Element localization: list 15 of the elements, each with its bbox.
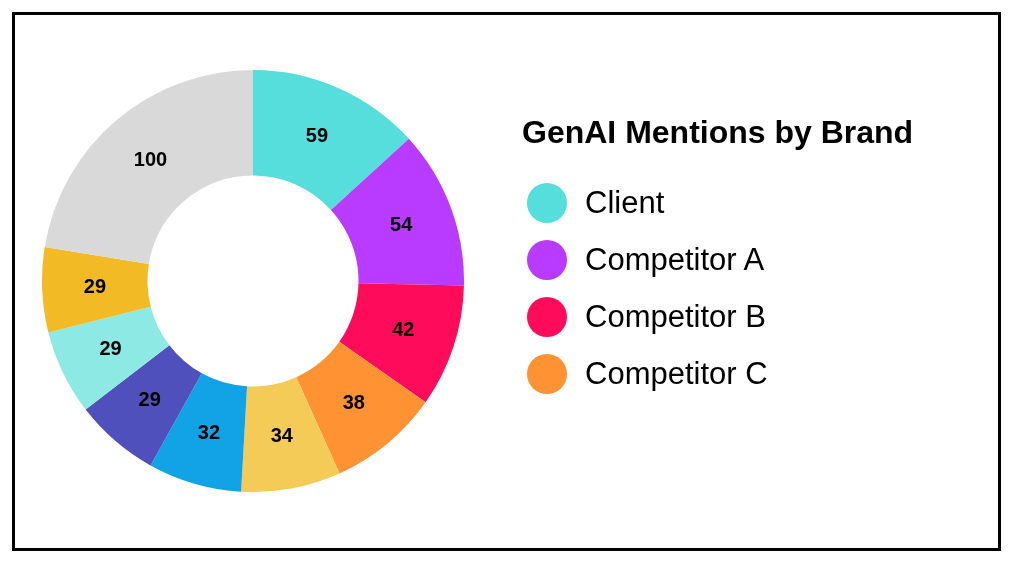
data-label: 29 <box>83 275 107 298</box>
data-label: 100 <box>133 147 168 170</box>
legend-label: Competitor A <box>585 241 765 278</box>
data-label: 38 <box>342 390 365 413</box>
data-label: 59 <box>305 123 329 146</box>
legend-label: Competitor B <box>585 298 766 335</box>
legend-label: Client <box>585 184 665 221</box>
data-label: 42 <box>392 317 415 340</box>
data-label: 32 <box>197 420 221 443</box>
text: GenAI Mentions by Brand <box>522 113 914 152</box>
data-label: 34 <box>270 424 294 447</box>
data-label: 54 <box>390 212 414 235</box>
legend-label: Competitor C <box>585 355 768 392</box>
data-label: 29 <box>99 337 122 360</box>
data-label: 29 <box>138 388 161 411</box>
